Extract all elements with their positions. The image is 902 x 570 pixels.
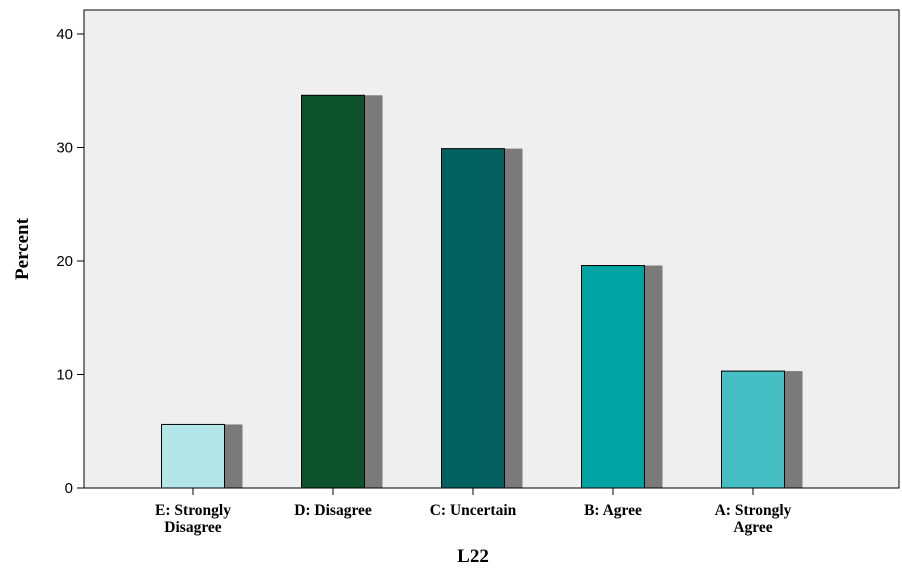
y-tick-label: 10	[56, 367, 73, 384]
bars-layer	[161, 94, 803, 489]
bar	[161, 423, 225, 489]
y-axis: 0 10 20 30 40	[56, 10, 85, 497]
y-tick-label: 20	[56, 253, 73, 270]
bar	[581, 265, 645, 489]
x-tick-label: E: Strongly	[155, 502, 231, 519]
bar-shadow	[364, 95, 383, 488]
x-tick-label: D: Disagree	[294, 502, 372, 519]
y-tick-label: 30	[56, 140, 73, 157]
x-tick-label-line2: Agree	[733, 519, 772, 536]
bar	[301, 94, 365, 489]
bar	[721, 370, 785, 489]
x-axis-title: L22	[457, 546, 489, 567]
x-tick-label: A: Strongly	[715, 502, 792, 519]
y-tick-label: 0	[65, 480, 73, 497]
bar-shadow	[504, 148, 523, 488]
bar-shadow	[644, 265, 663, 488]
x-tick-label-line2: Disagree	[164, 519, 222, 536]
bar-shadow	[784, 371, 803, 488]
y-tick-label: 40	[56, 26, 73, 43]
bar	[441, 148, 505, 489]
x-tick-label: B: Agree	[584, 502, 642, 519]
bar-shadow	[224, 424, 243, 488]
x-tick-label: C: Uncertain	[430, 502, 517, 519]
y-axis-title: Percent	[12, 217, 33, 280]
